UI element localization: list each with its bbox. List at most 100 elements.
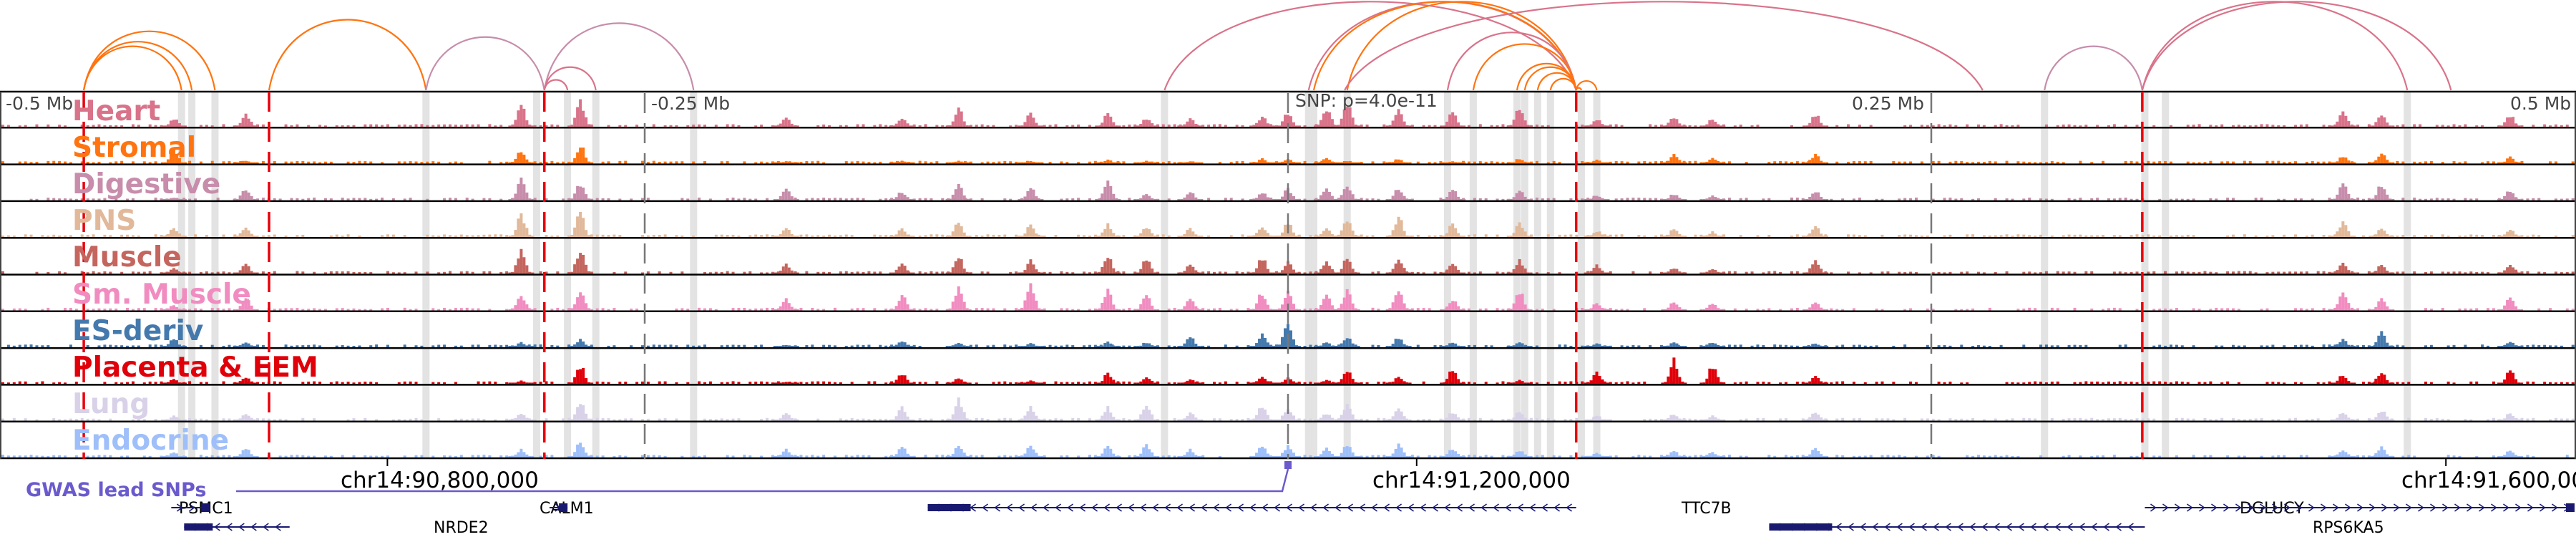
signal-bar xyxy=(720,271,723,274)
signal-peak xyxy=(2353,162,2356,164)
signal-bar xyxy=(2067,234,2071,238)
signal-bar xyxy=(341,308,344,311)
signal-peak xyxy=(957,183,960,200)
signal-peak xyxy=(2374,160,2378,164)
signal-peak xyxy=(1460,272,1463,274)
signal-bar xyxy=(2526,236,2529,238)
signal-bar xyxy=(1003,308,1007,311)
signal-bar xyxy=(1903,344,1907,348)
signal-peak xyxy=(965,382,969,384)
signal-bar xyxy=(669,271,673,274)
signal-peak xyxy=(965,271,969,274)
signal-bar xyxy=(103,125,107,127)
signal-bar xyxy=(1966,419,1969,421)
signal-peak xyxy=(1702,162,1706,164)
signal-peak xyxy=(2336,380,2339,384)
signal-bar xyxy=(2084,125,2088,127)
signal-bar xyxy=(154,234,157,238)
signal-bar xyxy=(844,271,848,274)
signal-bar xyxy=(1880,198,1884,200)
signal-bar xyxy=(1631,271,1635,274)
signal-bar xyxy=(986,345,990,348)
signal-peak xyxy=(241,117,245,127)
signal-peak xyxy=(2344,115,2348,127)
signal-peak xyxy=(1322,113,1325,127)
signal-bar xyxy=(743,161,746,164)
signal-bar xyxy=(2526,418,2529,421)
signal-bar xyxy=(448,455,452,458)
signal-peak xyxy=(1512,162,1516,164)
signal-peak xyxy=(1098,382,1101,384)
track-pns xyxy=(0,211,2576,239)
signal-peak xyxy=(1702,346,1706,348)
signal-bar xyxy=(2328,198,2331,200)
signal-peak xyxy=(579,99,582,127)
signal-peak xyxy=(1115,198,1118,200)
signal-peak xyxy=(172,415,175,421)
signal-bar xyxy=(403,455,406,458)
signal-bar xyxy=(1207,235,1211,238)
signal-peak xyxy=(1823,198,1826,200)
signal-peak xyxy=(183,309,187,311)
signal-bar xyxy=(2215,307,2218,311)
signal-bar xyxy=(261,382,265,384)
signal-bar xyxy=(941,198,945,200)
signal-bar xyxy=(301,345,305,348)
signal-bar xyxy=(1161,124,1165,127)
signal-peak xyxy=(2391,162,2395,164)
signal-bar xyxy=(2135,198,2139,200)
signal-bar xyxy=(2062,235,2065,238)
signal-peak xyxy=(1101,266,1104,274)
signal-bar xyxy=(2554,198,2557,200)
signal-bar xyxy=(2441,198,2444,200)
signal-bar xyxy=(601,161,605,164)
signal-bar xyxy=(708,381,712,384)
signal-bar xyxy=(391,272,395,274)
signal-peak xyxy=(1506,198,1510,200)
signal-bar xyxy=(692,161,696,164)
signal-bar xyxy=(329,161,333,164)
signal-peak xyxy=(1699,419,1703,421)
signal-bar xyxy=(618,419,622,421)
signal-peak xyxy=(2506,267,2509,274)
signal-bar xyxy=(2413,124,2416,127)
signal-bar xyxy=(284,161,288,164)
signal-bar xyxy=(290,345,293,348)
signal-bar xyxy=(414,382,418,384)
signal-bar xyxy=(771,125,774,127)
signal-bar xyxy=(1422,272,1425,274)
signal-peak xyxy=(1252,419,1256,421)
signal-bar xyxy=(640,345,644,348)
signal-peak xyxy=(1334,125,1337,127)
signal-bar xyxy=(1733,125,1737,127)
signal-bar xyxy=(1473,234,1476,238)
signal-bar xyxy=(154,382,157,384)
signal-peak xyxy=(247,161,250,164)
signal-peak xyxy=(175,154,178,164)
signal-peak xyxy=(1592,344,1596,348)
signal-bar xyxy=(2147,234,2150,238)
signal-peak xyxy=(1451,342,1455,348)
signal-bar xyxy=(1620,198,1624,200)
signal-peak xyxy=(2380,412,2384,421)
signal-bar xyxy=(1966,309,1969,311)
signal-peak xyxy=(1443,125,1446,127)
signal-peak xyxy=(1463,198,1466,200)
signal-bar xyxy=(2232,125,2235,127)
signal-peak xyxy=(796,236,799,238)
signal-bar xyxy=(1750,345,1754,348)
signal-bar xyxy=(2186,125,2190,127)
signal-bar xyxy=(1948,345,1952,348)
signal-bar xyxy=(743,344,746,348)
signal-bar xyxy=(120,160,124,164)
signal-bar xyxy=(465,198,469,200)
signal-bar xyxy=(1371,455,1375,458)
signal-bar xyxy=(1054,124,1058,127)
signal-bar xyxy=(607,161,610,164)
signal-peak xyxy=(1278,162,1281,164)
signal-bar xyxy=(1563,419,1567,421)
signal-bar xyxy=(1631,198,1635,200)
signal-peak xyxy=(1287,115,1289,127)
signal-peak xyxy=(1675,304,1679,311)
signal-bar xyxy=(1218,308,1221,311)
